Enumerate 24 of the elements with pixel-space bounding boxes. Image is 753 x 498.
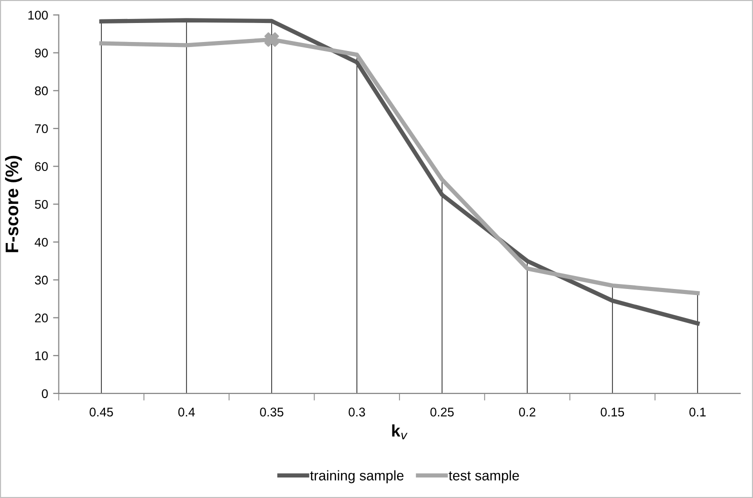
y-tick-label: 40: [34, 238, 48, 247]
y-tick-label: 100: [28, 10, 48, 20]
x-tick-label: 0.2: [519, 408, 536, 416]
x-tick-label: 0.45: [90, 408, 113, 416]
y-tick-label: 70: [35, 124, 48, 134]
y-tick-label: 80: [34, 86, 48, 96]
x-tick-label: 0.35: [260, 408, 284, 416]
y-tick-label: 10: [35, 351, 48, 360]
x-tick-label: 0.1: [689, 408, 706, 416]
x-tick-label: 0.4: [178, 408, 195, 416]
legend-label: training sample: [310, 470, 404, 484]
x-tick-label: 0.3: [348, 408, 366, 416]
x-tick-label: 0.15: [600, 408, 624, 416]
y-tick-label: 0: [42, 389, 48, 398]
y-tick-label: 30: [34, 276, 48, 285]
line-series: [99, 18, 700, 326]
y-tick-label: 90: [35, 48, 48, 58]
x-axis-title: k$_{v}$: [392, 424, 408, 440]
y-tick-label: 50: [34, 200, 48, 209]
y-axis-title: F-score (%): [5, 156, 22, 252]
legend-label: test sample: [448, 470, 519, 484]
y-tick-label: 20: [35, 314, 48, 322]
y-tick-label: 60: [35, 162, 48, 171]
x-tick-label: 0.25: [430, 408, 454, 416]
